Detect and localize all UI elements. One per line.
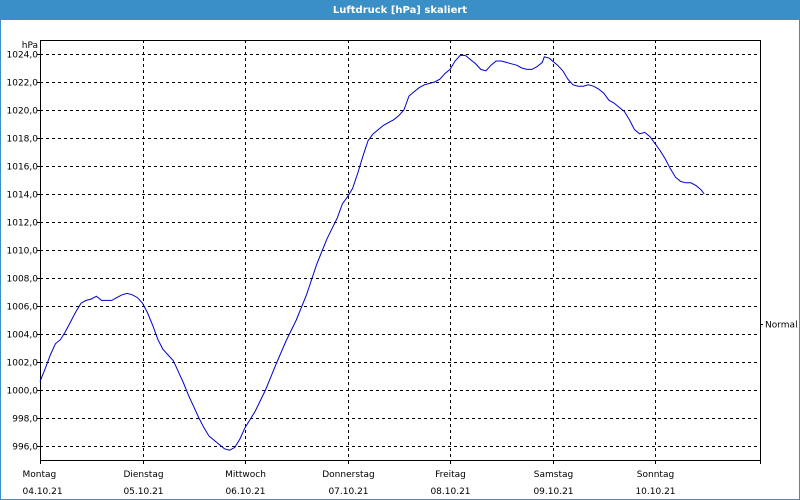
y-tick-label: 1020,0: [7, 107, 39, 117]
x-date-label: 09.10.21: [533, 487, 573, 497]
pressure-series-line: [39, 54, 705, 451]
chart-title: Luftdruck [hPa] skaliert: [1, 1, 799, 20]
y-tick-label: 1024,0: [7, 51, 39, 61]
y-tick-label: 1014,0: [7, 191, 39, 201]
x-date-label: 10.10.21: [635, 487, 675, 497]
y-tick-label: 1010,0: [7, 247, 39, 257]
y-tick-label: 1006,0: [7, 303, 39, 313]
y-tick-label: 1012,0: [7, 219, 39, 229]
x-day-label: Donnerstag: [322, 470, 375, 480]
grid-lines: [40, 40, 760, 460]
x-date-label: 07.10.21: [328, 487, 368, 497]
y-axis-ticks: 996,0 998,0 1000,0 1002,0 1004,0 1006,0 1008,0…: [7, 51, 40, 453]
normal-marker: Normal: [760, 321, 798, 331]
y-tick-label: 1016,0: [7, 163, 39, 173]
x-day-label: Dienstag: [123, 470, 163, 480]
y-tick-label: 1004,0: [7, 331, 39, 341]
x-day-label: Montag: [23, 470, 57, 480]
x-day-label: Samstag: [534, 470, 573, 480]
y-tick-label: 1000,0: [7, 387, 39, 397]
x-day-label: Freitag: [435, 470, 466, 480]
x-day-label: Sonntag: [637, 470, 674, 480]
y-tick-label: 1018,0: [7, 135, 39, 145]
x-date-label: 04.10.21: [23, 487, 63, 497]
x-date-label: 08.10.21: [430, 487, 470, 497]
x-date-label: 05.10.21: [123, 487, 163, 497]
x-date-label: 06.10.21: [225, 487, 265, 497]
y-tick-label: 996,0: [12, 443, 38, 453]
y-tick-label: 998,0: [12, 415, 38, 425]
normal-label: Normal: [765, 321, 798, 331]
y-tick-label: 1002,0: [7, 359, 39, 369]
y-axis-label: hPa: [22, 41, 38, 51]
x-day-label: Mittwoch: [225, 470, 266, 480]
x-axis-ticks: Montag 04.10.21 Dienstag 05.10.21 Mittwoch 06…: [23, 460, 761, 497]
plot-area-border: [40, 40, 761, 461]
y-tick-label: 1022,0: [7, 79, 39, 89]
y-tick-label: 1008,0: [7, 275, 39, 285]
